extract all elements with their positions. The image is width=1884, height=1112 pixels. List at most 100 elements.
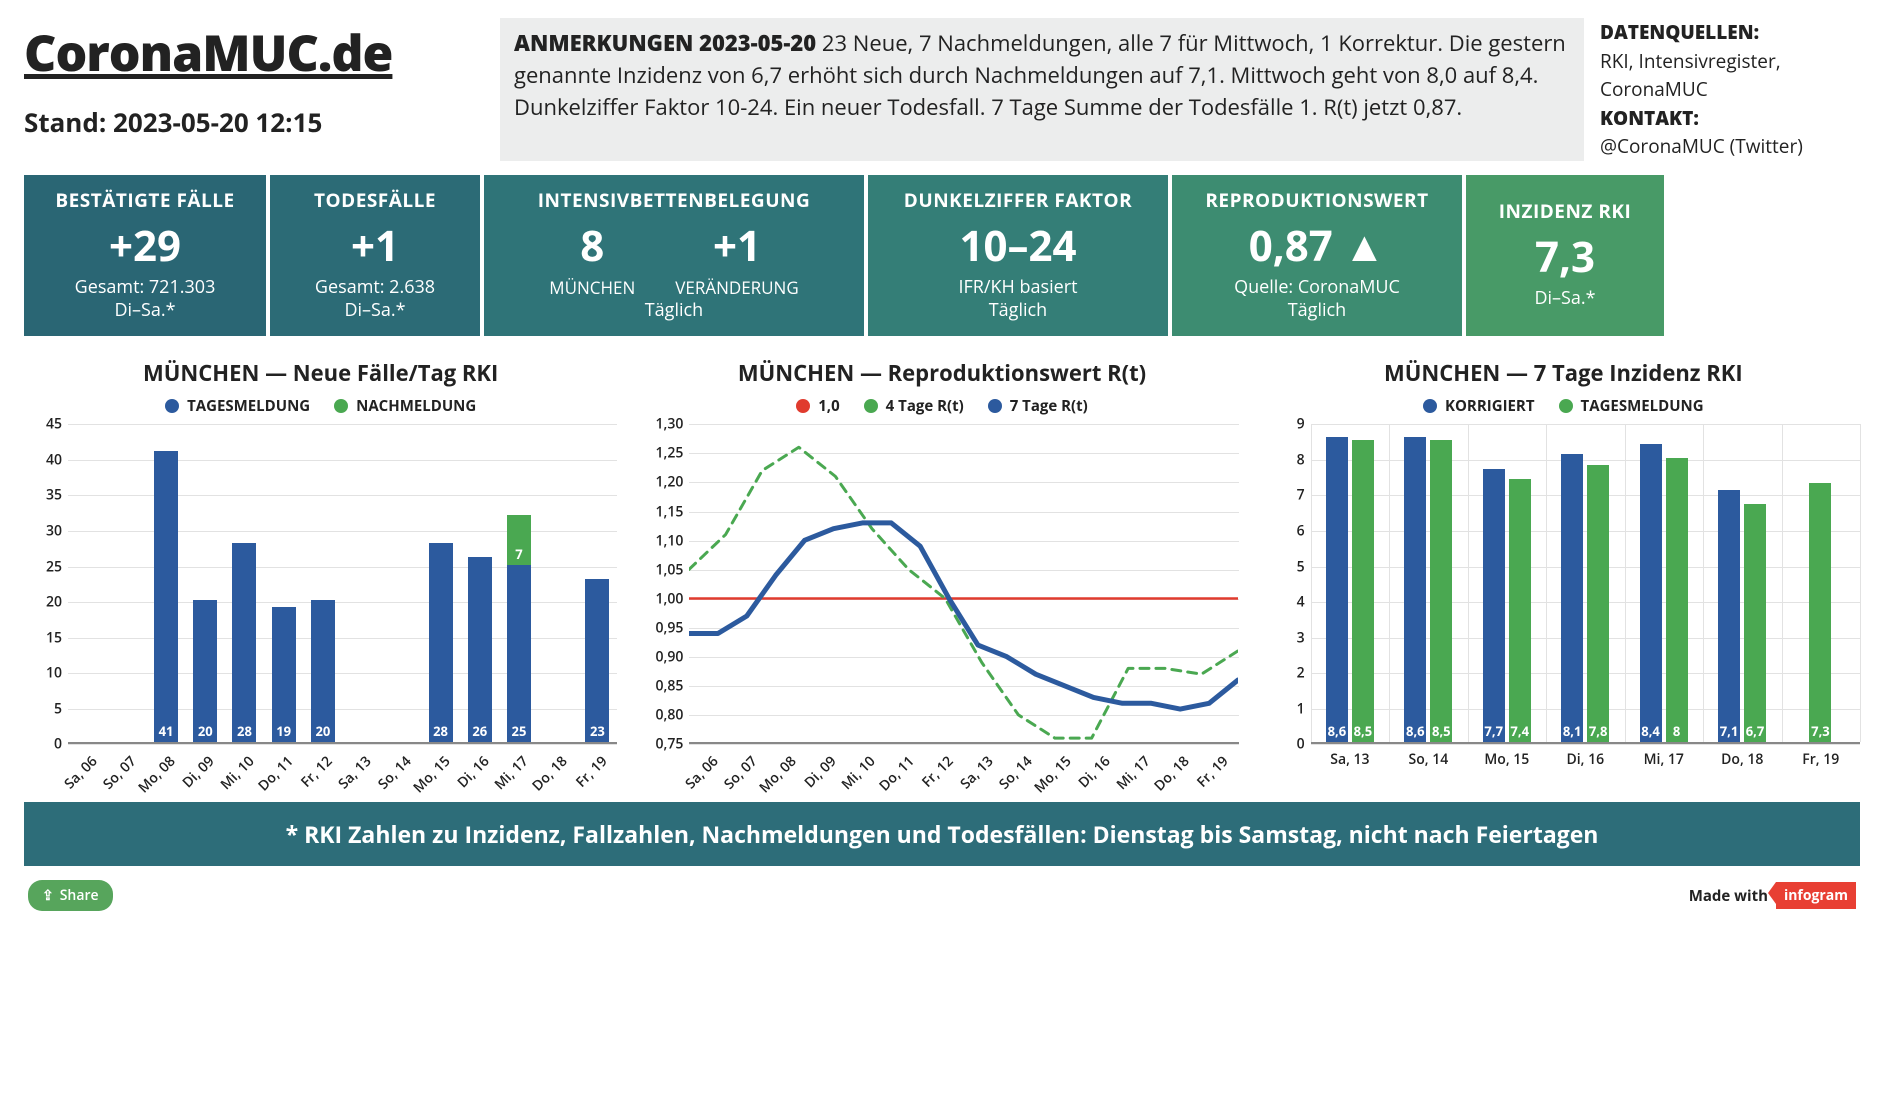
x-axis-label: Mi, 10 [216,752,258,794]
x-axis-label: So, 14 [995,752,1037,794]
kpi-tile: DUNKELZIFFER FAKTOR10–24IFR/KH basiertTä… [868,175,1168,337]
x-axis-label: Mo, 15 [409,752,454,797]
x-axis-label: Fr, 19 [572,752,612,792]
x-axis-label: Di, 09 [800,752,840,792]
tile-value: 8 [580,217,604,274]
tile-label: REPRODUKTIONSWERT [1180,187,1454,213]
chart-title: MÜNCHEN — Reproduktionswert R(t) [645,358,1238,388]
share-icon: ⇪ [42,886,54,905]
legend-swatch [334,399,348,413]
legend-label: 1,0 [818,396,839,416]
remarks-box: ANMERKUNGEN 2023-05-20 23 Neue, 7 Nachme… [500,18,1584,161]
tile-value: 0,87 ▲ [1180,217,1454,274]
x-axis-label: Mi, 17 [491,752,533,794]
legend-swatch [1423,399,1437,413]
timestamp: Stand: 2023-05-20 12:15 [24,104,484,140]
chart-legend: KORRIGIERT TAGESMELDUNG [1267,396,1860,416]
contact-label: KONTAKT: [1600,105,1699,131]
chart-reproduction: MÜNCHEN — Reproduktionswert R(t) 1,0 4 Ta… [645,358,1238,784]
tile-subvalue: VERÄNDERUNG [675,276,798,299]
bar: 8,1 [1561,454,1583,742]
legend-item: 7 Tage R(t) [988,396,1088,416]
tile-label: DUNKELZIFFER FAKTOR [876,187,1160,213]
kpi-tile: INTENSIVBETTENBELEGUNG8MÜNCHEN+1VERÄNDER… [484,175,864,337]
x-axis-label: Mo, 08 [134,752,179,797]
chart-title: MÜNCHEN — Neue Fälle/Tag RKI [24,358,617,388]
x-axis-label: Fr, 19 [1802,750,1839,769]
bar: 7,1 [1718,490,1740,742]
x-axis-label: Do, 11 [875,752,918,795]
tile-subvalue: MÜNCHEN [549,276,635,299]
bar: 6,7 [1744,504,1766,742]
share-label: Share [60,886,99,905]
contact-text: @CoronaMUC (Twitter) [1600,132,1860,161]
x-axis-label: Mi, 17 [1112,752,1154,794]
header-row: CoronaMUC.de Stand: 2023-05-20 12:15 ANM… [24,18,1860,161]
bottom-bar: ⇪ Share Made with infogram [24,880,1860,911]
chart-title: MÜNCHEN — 7 Tage Inzidenz RKI [1267,358,1860,388]
legend-item: KORRIGIERT [1423,396,1535,416]
kpi-tiles: BESTÄTIGTE FÄLLE+29Gesamt: 721.303Di–Sa.… [24,175,1860,337]
legend-swatch [988,399,1002,413]
legend-label: KORRIGIERT [1445,396,1535,416]
bar: 8,5 [1430,440,1452,742]
x-axis-label: Sa, 06 [60,752,101,793]
legend-swatch [864,399,878,413]
x-axis-label: So, 14 [1409,750,1449,769]
x-axis-label: Sa, 13 [335,752,376,793]
x-axis-label: Di, 16 [1567,750,1605,769]
x-axis-label: So, 14 [373,752,415,794]
chart-new-cases: MÜNCHEN — Neue Fälle/Tag RKI TAGESMELDUN… [24,358,617,784]
tile-value: 10–24 [876,217,1160,274]
tile-sub: Quelle: CoronaMUCTäglich [1180,276,1454,323]
x-axis-label: Do, 18 [1150,752,1193,795]
bar: 7,3 [1809,483,1831,743]
x-axis-label: Fr, 12 [918,752,958,792]
sources-label: DATENQUELLEN: [1600,19,1759,45]
bar: 7,4 [1509,479,1531,742]
site-title[interactable]: CoronaMUC.de [24,18,484,86]
x-axis-label: Do, 18 [529,752,572,795]
legend-item: NACHMELDUNG [334,396,476,416]
chart-plot: 0510152025303540454120281920282672523Sa,… [24,424,617,784]
legend-swatch [1559,399,1573,413]
x-axis-label: Do, 11 [254,752,297,795]
tile-sub: Gesamt: 2.638Di–Sa.* [278,276,472,323]
x-axis-label: Sa, 06 [681,752,722,793]
legend-swatch [796,399,810,413]
legend-label: TAGESMELDUNG [1581,396,1704,416]
chart-legend: TAGESMELDUNG NACHMELDUNG [24,396,617,416]
x-axis-label: Mo, 15 [1484,750,1529,769]
x-axis-label: Di, 16 [1075,752,1115,792]
legend-swatch [165,399,179,413]
legend-label: 4 Tage R(t) [886,396,964,416]
tile-label: INZIDENZ RKI [1474,198,1656,224]
legend-item: 1,0 [796,396,839,416]
share-button[interactable]: ⇪ Share [28,880,113,911]
x-axis-label: Fr, 19 [1193,752,1233,792]
legend-label: TAGESMELDUNG [187,396,310,416]
tile-label: INTENSIVBETTENBELEGUNG [492,187,856,213]
chart-plot: 0,750,800,850,900,951,001,051,101,151,20… [645,424,1238,784]
footer-note: * RKI Zahlen zu Inzidenz, Fallzahlen, Na… [24,802,1860,866]
bar: 7,7 [1483,469,1505,743]
legend-item: TAGESMELDUNG [1559,396,1704,416]
remarks-label: ANMERKUNGEN 2023-05-20 [514,28,816,58]
made-with-label: Made with [1689,886,1768,906]
sources-text: RKI, Intensivregister, CoronaMUC [1600,47,1860,104]
kpi-tile: BESTÄTIGTE FÄLLE+29Gesamt: 721.303Di–Sa.… [24,175,266,337]
kpi-tile: TODESFÄLLE +1Gesamt: 2.638Di–Sa.* [270,175,480,337]
tile-label: TODESFÄLLE [278,187,472,213]
bar: 7,8 [1587,465,1609,742]
kpi-tile: REPRODUKTIONSWERT 0,87 ▲Quelle: CoronaMUC… [1172,175,1462,337]
title-block: CoronaMUC.de Stand: 2023-05-20 12:15 [24,18,484,161]
made-with[interactable]: Made with infogram [1689,882,1856,909]
x-axis-label: Sa, 13 [1330,750,1369,769]
chart-plot: 01234567898,68,58,68,57,77,48,17,88,487,… [1267,424,1860,784]
bar: 8,5 [1352,440,1374,742]
infogram-logo: infogram [1776,882,1856,909]
tile-value: +1 [278,217,472,274]
bar: 8,6 [1404,437,1426,743]
legend-item: 4 Tage R(t) [864,396,964,416]
chart-incidence: MÜNCHEN — 7 Tage Inzidenz RKI KORRIGIERT… [1267,358,1860,784]
